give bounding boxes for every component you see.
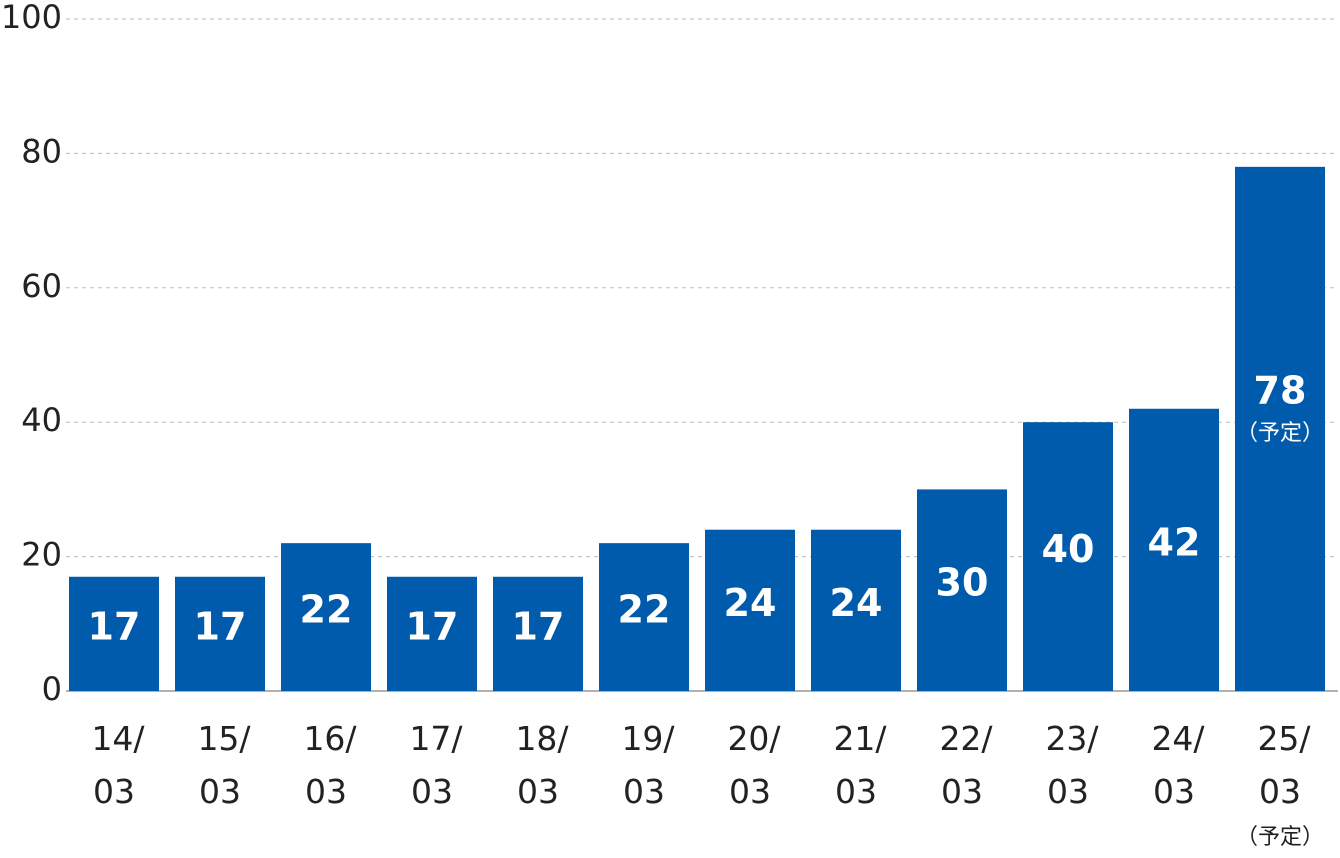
value-label: 40 xyxy=(1042,527,1095,571)
x-tick-line: 03 xyxy=(835,772,877,811)
x-tick-line: 16/ xyxy=(303,719,357,758)
x-tick-line: 03 xyxy=(305,772,347,811)
x-tick-label: 23/03 xyxy=(1045,719,1099,811)
x-tick-line: 03 xyxy=(729,772,771,811)
y-tick-label: 20 xyxy=(21,536,62,574)
x-tick-label: 18/03 xyxy=(515,719,569,811)
x-tick-line: 03 xyxy=(1259,772,1301,811)
x-tick-label: 21/03 xyxy=(833,719,887,811)
category-note: （予定） xyxy=(1236,825,1324,850)
x-tick-line: 03 xyxy=(411,772,453,811)
y-tick-label: 80 xyxy=(21,132,62,170)
y-tick-label: 100 xyxy=(1,0,62,36)
x-tick-label: 17/03 xyxy=(409,719,463,811)
x-tick-line: 19/ xyxy=(621,719,675,758)
y-tick-label: 60 xyxy=(21,267,62,305)
value-label: 22 xyxy=(300,588,353,632)
y-tick-label: 0 xyxy=(42,670,62,708)
x-tick-line: 15/ xyxy=(197,719,251,758)
x-tick-line: 03 xyxy=(199,772,241,811)
value-label: 17 xyxy=(406,604,459,648)
x-tick-line: 20/ xyxy=(727,719,781,758)
bar xyxy=(493,576,583,691)
x-tick-line: 03 xyxy=(941,772,983,811)
bar xyxy=(1235,166,1325,692)
value-label: 17 xyxy=(512,604,565,648)
bar xyxy=(1023,422,1113,691)
x-tick-label: 22/03 xyxy=(939,719,993,811)
x-tick-line: 03 xyxy=(517,772,559,811)
x-tick-label: 15/03 xyxy=(197,719,251,811)
x-tick-line: 03 xyxy=(93,772,135,811)
x-tick-line: 18/ xyxy=(515,719,569,758)
x-tick-label: 16/03 xyxy=(303,719,357,811)
bar xyxy=(387,576,477,691)
x-tick-line: 25/ xyxy=(1257,719,1311,758)
x-tick-line: 24/ xyxy=(1151,719,1205,758)
bar xyxy=(705,529,795,691)
x-tick-label: 19/03 xyxy=(621,719,675,811)
x-tick-label: 14/03 xyxy=(91,719,145,811)
y-tick-label: 40 xyxy=(21,401,62,439)
value-label: 24 xyxy=(830,581,883,625)
x-tick-line: 03 xyxy=(1047,772,1089,811)
bar xyxy=(917,489,1007,691)
x-tick-label: 25/03 xyxy=(1257,719,1311,811)
value-label: 78 xyxy=(1254,368,1307,412)
value-label: 30 xyxy=(936,561,989,605)
value-label: 24 xyxy=(724,581,777,625)
value-label: 22 xyxy=(618,588,671,632)
bar xyxy=(175,576,265,691)
value-label: 42 xyxy=(1148,520,1201,564)
x-tick-line: 23/ xyxy=(1045,719,1099,758)
x-tick-line: 03 xyxy=(1153,772,1195,811)
x-tick-line: 14/ xyxy=(91,719,145,758)
value-label: 17 xyxy=(88,604,141,648)
x-tick-label: 20/03 xyxy=(727,719,781,811)
x-tick-line: 22/ xyxy=(939,719,993,758)
x-tick-line: 21/ xyxy=(833,719,887,758)
x-tick-line: 17/ xyxy=(409,719,463,758)
value-note: （予定） xyxy=(1236,421,1324,446)
bar xyxy=(599,543,689,691)
x-tick-line: 03 xyxy=(623,772,665,811)
x-tick-label: 24/03 xyxy=(1151,719,1205,811)
bar xyxy=(811,529,901,691)
bar xyxy=(1129,408,1219,691)
bar xyxy=(281,543,371,691)
bar xyxy=(69,576,159,691)
value-label: 17 xyxy=(194,604,247,648)
